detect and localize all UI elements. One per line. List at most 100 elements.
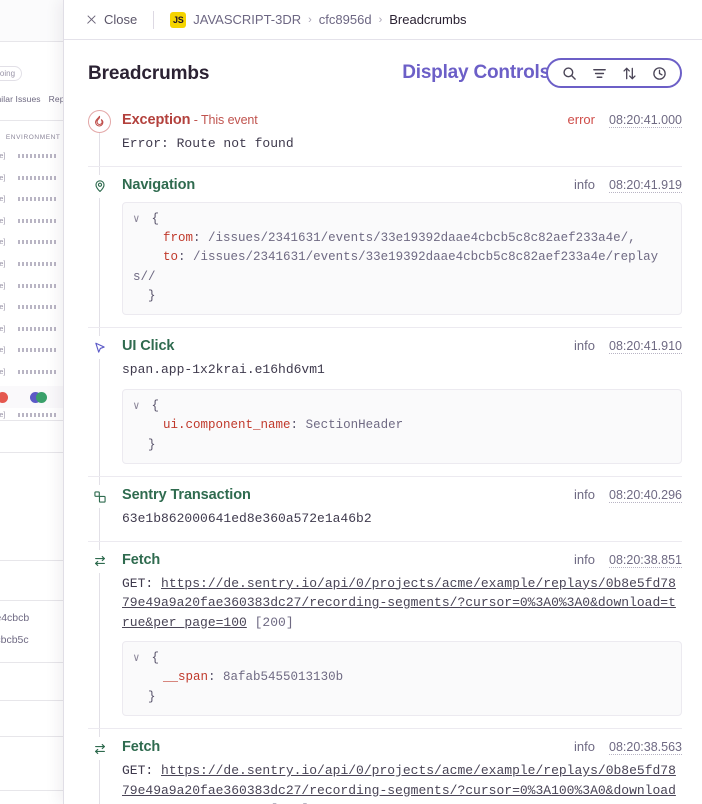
breadcrumb-data-block: ∨ { __span: 8afab5455013130b } bbox=[122, 641, 682, 717]
panel-title-row: Breadcrumbs Display Controls bbox=[64, 40, 702, 102]
breadcrumb-item[interactable]: Exception - This event error 08:20:41.000 E… bbox=[88, 102, 682, 167]
breadcrumb-timestamp[interactable]: 08:20:41.000 bbox=[609, 113, 682, 128]
chevron-right-icon: › bbox=[378, 13, 383, 26]
breadcrumb-timestamp[interactable]: 08:20:38.851 bbox=[609, 552, 682, 568]
fetch-icon bbox=[88, 737, 111, 761]
sort-icon[interactable] bbox=[614, 60, 644, 86]
breadcrumb-item[interactable]: Navigation info 08:20:41.919 ∨ { from: /iss… bbox=[88, 165, 682, 329]
clock-icon[interactable] bbox=[644, 60, 674, 86]
background-cell: lue] bbox=[0, 368, 6, 376]
breadcrumb-item[interactable]: Sentry Transaction info 08:20:40.296 63e1b8… bbox=[88, 476, 682, 542]
chevron-down-icon[interactable]: ∨ bbox=[133, 653, 140, 665]
breadcrumb-header: Sentry Transaction info 08:20:40.296 bbox=[122, 487, 682, 503]
breadcrumb-subtitle: - This event bbox=[190, 113, 258, 127]
request-method: GET: bbox=[122, 575, 162, 591]
breadcrumb-level: info bbox=[574, 739, 595, 755]
breadcrumbs-drawer: Close JS JAVASCRIPT-3DR › cfc8956d › Bre… bbox=[63, 0, 702, 804]
breadcrumb-timestamp[interactable]: 08:20:38.563 bbox=[609, 740, 682, 756]
location-pin-icon bbox=[88, 174, 111, 198]
background-cell-redacted bbox=[18, 326, 56, 331]
breadcrumb-description: GET: https://de.sentry.io/api/0/projects… bbox=[122, 574, 682, 633]
code-key: from bbox=[133, 230, 194, 245]
code-close-line: } bbox=[133, 437, 156, 452]
code-key: ui.component_name bbox=[133, 418, 291, 433]
background-divider bbox=[0, 41, 85, 42]
breadcrumb-level: info bbox=[574, 338, 595, 354]
background-tab: Similar Issues bbox=[0, 94, 41, 104]
background-cell: lue] bbox=[0, 282, 6, 290]
breadcrumb-description: span.app-1x2krai.e16hd6vm1 bbox=[122, 362, 325, 378]
timeline-rail bbox=[99, 477, 100, 542]
request-url-link[interactable]: https://de.sentry.io/api/0/projects/acme… bbox=[122, 763, 676, 804]
background-dot-blue bbox=[30, 392, 41, 403]
breadcrumb-meta: info 08:20:41.919 bbox=[574, 177, 682, 193]
breadcrumb-description: 63e1b862000641ed8e360a572e1a46b2 bbox=[122, 511, 372, 526]
background-column-header: ENVIRONMENT bbox=[5, 134, 61, 141]
background-cell: lue] bbox=[0, 174, 6, 182]
request-url-link[interactable]: https://de.sentry.io/api/0/projects/acme… bbox=[122, 575, 676, 630]
timeline-rail bbox=[99, 166, 100, 329]
code-open-line: ∨ { bbox=[133, 649, 671, 668]
code-entry: to: /issues/2341631/events/33e19392daae4… bbox=[133, 248, 671, 287]
background-cell-redacted bbox=[18, 413, 56, 418]
code-open-line: ∨ { bbox=[133, 210, 671, 229]
breadcrumb-data-block: ∨ { from: /issues/2341631/events/33e1939… bbox=[122, 201, 682, 316]
breadcrumb-title: Navigation bbox=[122, 176, 196, 193]
breadcrumb-header: Exception - This event error 08:20:41.000 bbox=[122, 112, 682, 128]
search-icon[interactable] bbox=[554, 60, 584, 86]
chevron-down-icon[interactable]: ∨ bbox=[133, 213, 140, 226]
breadcrumb-timestamp[interactable]: 08:20:41.919 bbox=[609, 177, 682, 193]
breadcrumb-list: Exception - This event error 08:20:41.000 E… bbox=[64, 102, 702, 804]
code-colon: : bbox=[208, 670, 224, 685]
breadcrumb-level: info bbox=[574, 487, 595, 502]
background-dot-red bbox=[0, 392, 8, 403]
breadcrumb-issue[interactable]: cfc8956d bbox=[318, 12, 372, 27]
open-brace: { bbox=[144, 651, 160, 665]
code-entry: from: /issues/2341631/events/33e19392daa… bbox=[133, 229, 671, 248]
code-close-line: } bbox=[133, 689, 156, 704]
breadcrumb-meta: info 08:20:38.851 bbox=[574, 552, 682, 568]
breadcrumb-header: Navigation info 08:20:41.919 bbox=[122, 177, 682, 193]
background-cell-redacted bbox=[18, 348, 56, 353]
code-close-line: } bbox=[133, 289, 156, 303]
breadcrumb-level: error bbox=[567, 112, 595, 127]
response-status: [200] bbox=[262, 802, 309, 804]
breadcrumb-title: UI Click bbox=[122, 338, 175, 355]
breadcrumb-project[interactable]: JAVASCRIPT-3DR bbox=[193, 12, 302, 27]
breadcrumb-title: Exception - This event bbox=[122, 112, 258, 128]
breadcrumb-meta: error 08:20:41.000 bbox=[568, 112, 682, 128]
fetch-icon bbox=[88, 549, 111, 573]
request-method: GET: bbox=[122, 763, 162, 779]
timeline-rail bbox=[99, 328, 100, 477]
response-status: [200] bbox=[246, 614, 294, 630]
chevron-down-icon[interactable]: ∨ bbox=[133, 400, 140, 413]
breadcrumb-item[interactable]: Fetch info 08:20:38.563 GET: https://de.sen… bbox=[88, 728, 682, 804]
background-ongoing-tag: ngoing bbox=[0, 66, 23, 81]
code-colon: : bbox=[290, 418, 306, 433]
code-colon: : bbox=[193, 230, 209, 245]
filter-icon[interactable] bbox=[584, 60, 614, 86]
breadcrumb-item[interactable]: Fetch info 08:20:38.851 GET: https://de.sen… bbox=[88, 540, 682, 730]
background-cell: lue] bbox=[0, 260, 6, 268]
background-cell-redacted bbox=[18, 197, 56, 202]
background-cell: lue] bbox=[0, 412, 6, 420]
breadcrumb-timestamp[interactable]: 08:20:40.296 bbox=[609, 488, 682, 503]
page-title: Breadcrumbs bbox=[88, 63, 210, 84]
code-key: to bbox=[133, 250, 179, 265]
close-button[interactable]: Close bbox=[86, 12, 137, 27]
background-cell-redacted bbox=[18, 154, 56, 158]
background-cell-redacted bbox=[18, 283, 56, 288]
breadcrumb-meta: info 08:20:38.563 bbox=[574, 739, 682, 756]
background-id-line: 2daae4cbcb bbox=[0, 612, 30, 624]
breadcrumb-item[interactable]: UI Click info 08:20:41.910 span.app-1x2krai… bbox=[88, 327, 682, 477]
code-key: __span bbox=[133, 670, 209, 685]
background-cell-redacted bbox=[18, 240, 56, 245]
breadcrumb-trail: JS JAVASCRIPT-3DR › cfc8956d › Breadcrum… bbox=[170, 11, 467, 28]
background-cell: lue] bbox=[0, 347, 6, 355]
background-dot-green bbox=[36, 392, 47, 403]
breadcrumb-header: Fetch info 08:20:38.851 bbox=[122, 552, 682, 568]
breadcrumb-description: GET: https://de.sentry.io/api/0/projects… bbox=[122, 761, 682, 804]
breadcrumb-meta: info 08:20:41.910 bbox=[574, 338, 682, 355]
code-open-line: ∨ { bbox=[133, 397, 671, 416]
breadcrumb-timestamp[interactable]: 08:20:41.910 bbox=[609, 339, 682, 355]
